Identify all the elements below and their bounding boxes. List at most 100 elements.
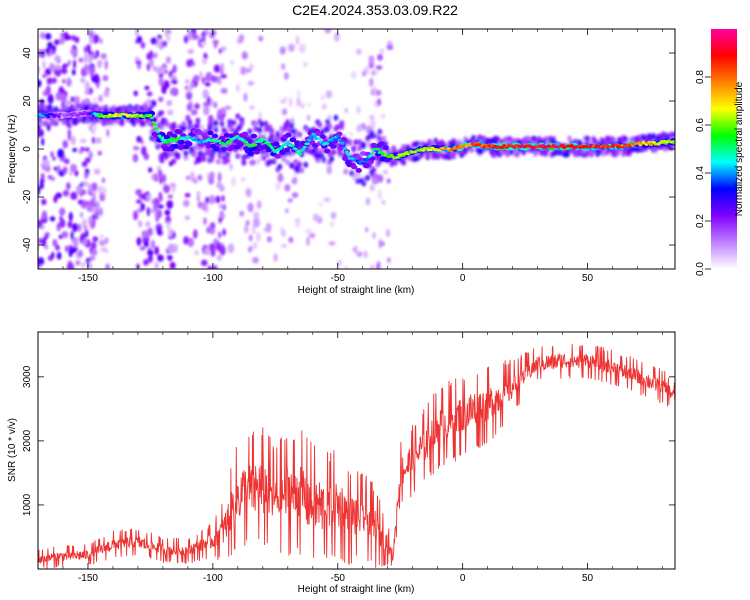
spectrogram-halo-mark bbox=[75, 103, 81, 110]
spectrogram-noise-mark bbox=[219, 107, 227, 115]
spectrogram-noise-mark bbox=[183, 35, 189, 44]
spectrogram-noise-mark bbox=[376, 262, 381, 269]
spectrogram-noise-mark bbox=[255, 231, 261, 242]
spectrogram-ridge-core bbox=[148, 113, 153, 117]
spectrogram-noise-mark bbox=[240, 177, 246, 182]
spectrogram-noise-mark bbox=[218, 231, 222, 239]
spectrogram-noise-mark bbox=[27, 115, 31, 122]
spectrogram-noise-mark bbox=[152, 52, 158, 59]
spectrogram-ridge-core bbox=[227, 140, 232, 144]
spectrogram-noise-mark bbox=[83, 200, 90, 206]
spectrogram-noise-mark bbox=[27, 33, 33, 39]
spectrogram-ridge-core bbox=[628, 144, 633, 147]
spectrogram-noise-mark bbox=[86, 70, 91, 76]
spectrogram-noise-mark bbox=[217, 242, 221, 252]
spectrogram-noise-mark bbox=[184, 79, 190, 84]
spectrogram-halo-mark bbox=[507, 136, 513, 143]
spectrogram-noise-mark bbox=[376, 98, 382, 106]
spectrogram-noise-mark bbox=[164, 209, 171, 216]
spectrogram-noise-mark bbox=[64, 245, 69, 253]
spectrogram-noise-mark bbox=[372, 86, 377, 97]
spectrogram-halo-mark bbox=[65, 120, 71, 127]
spectrogram-ridge-core bbox=[97, 115, 102, 118]
spectrogram-noise-mark bbox=[143, 241, 149, 248]
spectrogram-noise-mark bbox=[81, 239, 88, 246]
spectrogram-noise-mark bbox=[92, 195, 96, 204]
spectrogram-noise-mark bbox=[207, 265, 212, 269]
spectrogram-noise-mark bbox=[158, 96, 164, 103]
spectrogram-noise-mark bbox=[168, 71, 173, 78]
spectrogram-noise-mark bbox=[220, 87, 228, 94]
spectrogram-noise-mark bbox=[371, 176, 379, 185]
spectrogram-noise-mark bbox=[165, 215, 171, 225]
spectrogram-halo-mark bbox=[495, 136, 501, 143]
spectrogram-noise-mark bbox=[211, 264, 218, 269]
spectrogram-noise-mark bbox=[386, 44, 394, 51]
spectrogram-noise-mark bbox=[70, 191, 78, 200]
spectrogram-halo-mark bbox=[347, 139, 353, 146]
spectrogram-noise-mark bbox=[73, 239, 79, 248]
spectrogram-noise-mark bbox=[92, 236, 99, 243]
spectrogram-ridge-core bbox=[278, 147, 283, 150]
spectrogram-noise-mark bbox=[144, 85, 150, 90]
spectrogram-ridge-core bbox=[317, 137, 322, 141]
spectrogram-halo-mark bbox=[191, 151, 197, 158]
spectrogram-halo-mark bbox=[49, 120, 55, 127]
spectrogram-noise-mark bbox=[185, 90, 193, 101]
spectrogram-noise-mark bbox=[287, 198, 293, 203]
spectrogram-noise-mark bbox=[377, 174, 384, 183]
spectrogram-ridge-core bbox=[332, 138, 337, 141]
spectrogram-noise-mark bbox=[306, 114, 311, 121]
spectrogram-halo-mark bbox=[101, 120, 107, 127]
spectrogram-noise-mark bbox=[38, 79, 42, 88]
spectrogram-noise-mark bbox=[192, 74, 200, 83]
spectrogram-noise-mark bbox=[323, 197, 331, 202]
spectrogram-noise-mark bbox=[60, 94, 67, 103]
spectrogram-halo-mark bbox=[253, 121, 259, 128]
spectrogram-noise-mark bbox=[84, 172, 89, 179]
spectrogram-halo-mark bbox=[415, 140, 421, 147]
spectrogram-noise-mark bbox=[288, 236, 294, 243]
spectrogram-noise-mark bbox=[171, 68, 176, 74]
spectrogram-ridge-outer bbox=[315, 131, 322, 137]
spectrogram-noise-mark bbox=[305, 228, 313, 235]
spectrogram-noise-mark bbox=[380, 48, 385, 54]
spectrogram-halo-mark bbox=[201, 151, 207, 158]
spectrogram-noise-mark bbox=[249, 105, 255, 110]
spectrogram-noise-mark bbox=[67, 80, 72, 86]
spectrogram-ridge-core bbox=[344, 150, 349, 154]
spectrogram-noise-mark bbox=[281, 229, 286, 238]
spectrogram-ridge-core bbox=[301, 147, 306, 151]
spectrogram-noise-mark bbox=[227, 243, 235, 254]
spectrogram-ridge-outer bbox=[279, 150, 286, 155]
spectrogram-halo-mark bbox=[381, 135, 387, 142]
spectrogram-ridge-outer bbox=[241, 131, 249, 137]
spectrogram-ridge bbox=[38, 109, 675, 173]
spectrogram-noise-mark bbox=[158, 191, 163, 200]
spectrogram-ridge-core bbox=[244, 140, 249, 144]
spectrogram-noise-mark bbox=[65, 182, 71, 190]
spectrogram-ridge-core bbox=[505, 146, 510, 149]
spectrogram-noise-mark bbox=[62, 189, 70, 197]
spectrogram-noise-mark bbox=[216, 158, 221, 165]
spectrogram-noise-mark bbox=[203, 101, 210, 107]
spectrogram-noise-mark bbox=[324, 29, 332, 34]
spectrogram-noise-mark bbox=[68, 211, 73, 222]
spectrogram-noise-mark bbox=[148, 58, 154, 68]
spectrogram-halo-mark bbox=[543, 136, 549, 143]
colorbar-tick-label: 0.2 bbox=[695, 214, 706, 228]
spectrogram-halo-mark bbox=[621, 150, 627, 157]
spectrogram-noise-mark bbox=[368, 77, 374, 88]
spectrogram-ridge-core bbox=[160, 138, 165, 142]
spectrogram-noise-mark bbox=[30, 257, 34, 264]
spectrogram-noise-mark bbox=[136, 237, 142, 246]
spectrogram-noise-mark bbox=[140, 202, 145, 212]
spectrogram-halo-mark bbox=[193, 123, 199, 130]
spectrogram-noise-mark bbox=[70, 263, 75, 269]
spectrogram-noise-mark bbox=[344, 265, 348, 269]
spectrogram-noise-mark bbox=[61, 231, 69, 239]
spectrogram-noise-mark bbox=[133, 90, 138, 97]
spectrogram-ridge-core bbox=[169, 140, 174, 143]
spectrogram-ridge-core bbox=[188, 136, 193, 139]
spectrogram-noise-mark bbox=[171, 79, 178, 85]
